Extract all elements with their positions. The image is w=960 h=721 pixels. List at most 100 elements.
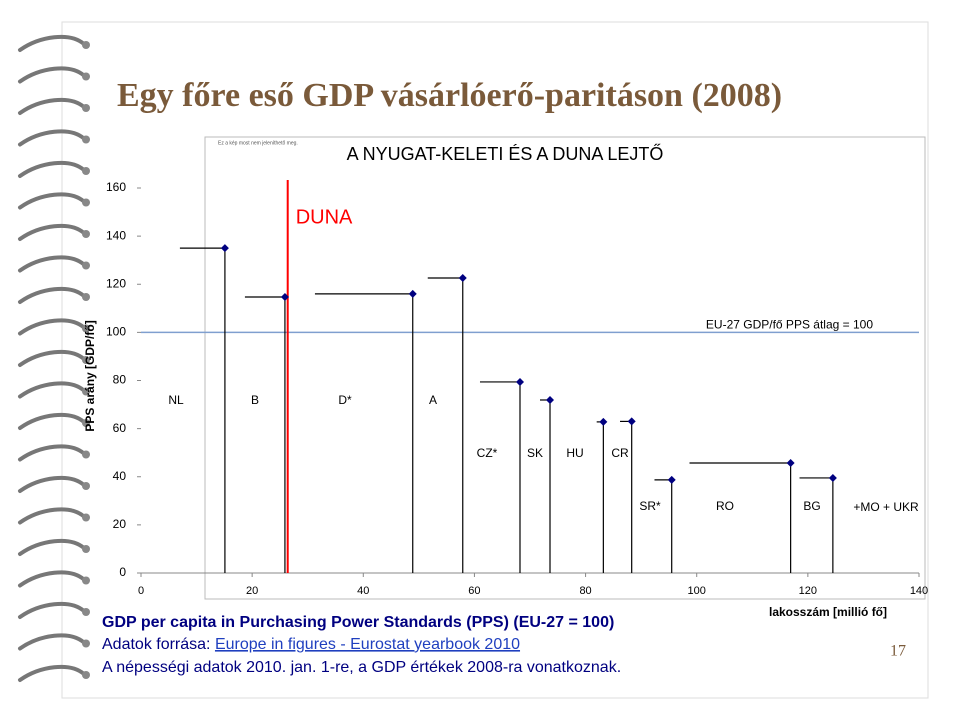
y-axis-label: PPS arány [GDP/fő]	[83, 320, 97, 431]
spiral-ring	[18, 97, 86, 115]
footer-line: Adatok forrása: Europe in figures - Euro…	[102, 636, 520, 653]
y-tick-label: 40	[113, 469, 127, 483]
spiral-ring	[18, 318, 86, 336]
spiral-ring	[18, 34, 86, 52]
chart-title: A NYUGAT-KELETI ÉS A DUNA LEJTŐ	[347, 143, 664, 164]
spiral-ring	[18, 412, 86, 430]
x-axis-label: lakosszám [millió fő]	[769, 605, 887, 619]
spiral-hole	[82, 608, 90, 616]
x-tick-label: 40	[357, 585, 369, 597]
y-tick-label: 0	[119, 565, 126, 579]
spiral-ring	[18, 129, 86, 147]
spiral-hole	[82, 324, 90, 333]
spiral-ring	[18, 286, 86, 304]
extra-label: +MO + UKR	[853, 500, 919, 514]
spiral-hole	[82, 545, 90, 553]
country-label: NL	[168, 393, 184, 407]
spiral-ring	[18, 633, 86, 651]
marker	[599, 417, 608, 426]
chart-frame	[204, 136, 926, 600]
spiral-hole	[82, 135, 90, 144]
country-label: HU	[566, 446, 583, 460]
spiral-hole	[82, 72, 90, 81]
country-label: CR	[611, 446, 629, 460]
spiral-hole	[82, 261, 90, 270]
spiral-ring	[18, 570, 86, 588]
x-tick-label: 60	[468, 585, 480, 597]
marker	[408, 289, 417, 298]
marker	[515, 377, 524, 386]
duna-label: DUNA	[296, 206, 353, 228]
country-label: RO	[716, 499, 734, 513]
spiral-ring	[18, 507, 86, 525]
y-tick-label: 60	[113, 421, 127, 435]
spiral-ring	[18, 66, 86, 84]
x-tick-label: 0	[138, 585, 144, 597]
marker	[220, 244, 229, 253]
spiral-hole	[82, 671, 90, 679]
spiral-hole	[82, 230, 90, 238]
spiral-ring	[18, 664, 86, 682]
spiral-hole	[82, 387, 90, 396]
x-tick-label: 100	[688, 585, 706, 597]
spiral-ring	[18, 223, 86, 241]
country-label: A	[429, 393, 437, 407]
spiral-hole	[82, 293, 90, 301]
spiral-ring	[18, 255, 86, 273]
y-tick-label: 80	[113, 373, 127, 387]
y-tick-label: 140	[106, 228, 126, 242]
image-note: Ez a kép most nem jeleníthető meg.	[218, 140, 298, 146]
spiral-hole	[82, 167, 90, 175]
y-tick-label: 100	[106, 325, 126, 339]
spiral-hole	[82, 419, 90, 427]
x-tick-label: 140	[910, 585, 928, 597]
slide-frame	[61, 21, 929, 699]
footer-line: GDP per capita in Purchasing Power Stand…	[102, 614, 614, 631]
slide-title: Egy főre eső GDP vásárlóerő-paritáson (2…	[117, 77, 782, 114]
spiral-hole	[82, 639, 90, 648]
spiral-ring	[18, 444, 86, 462]
country-label: D*	[338, 393, 352, 407]
spiral-ring	[18, 538, 86, 556]
y-tick-label: 120	[106, 276, 126, 290]
spiral-hole	[82, 356, 90, 364]
country-label: SK	[527, 446, 543, 460]
spiral-ring	[18, 160, 86, 178]
spiral-ring	[18, 475, 86, 493]
marker	[458, 273, 467, 282]
spiral-hole	[82, 482, 90, 490]
spiral-binding	[18, 34, 90, 682]
spiral-ring	[18, 381, 86, 399]
country-label: SR*	[639, 499, 661, 513]
x-tick-label: 120	[799, 585, 817, 597]
country-label: B	[251, 393, 259, 407]
reference-label: EU-27 GDP/fő PPS átlag = 100	[706, 318, 873, 332]
spiral-hole	[82, 198, 90, 207]
source-prefix: Adatok forrása:	[102, 636, 215, 653]
spiral-hole	[82, 41, 90, 49]
page-number: 17	[890, 643, 906, 660]
marker	[546, 395, 555, 404]
spiral-ring	[18, 601, 86, 619]
marker	[627, 417, 636, 426]
footer-line: A népességi adatok 2010. jan. 1-re, a GD…	[102, 659, 621, 676]
spiral-hole	[82, 104, 90, 112]
spiral-hole	[82, 450, 90, 459]
spiral-ring	[18, 192, 86, 210]
y-tick-label: 160	[106, 180, 126, 194]
y-tick-label: 20	[113, 517, 127, 531]
spiral-hole	[82, 513, 90, 522]
spiral-hole	[82, 576, 90, 585]
country-label: BG	[803, 499, 820, 513]
x-tick-label: 20	[246, 585, 258, 597]
country-label: CZ*	[477, 446, 498, 460]
marker	[828, 473, 837, 482]
spiral-ring	[18, 349, 86, 367]
marker	[280, 293, 289, 302]
marker	[667, 475, 676, 484]
marker	[786, 459, 795, 468]
x-tick-label: 80	[579, 585, 591, 597]
source-link[interactable]: Europe in figures - Eurostat yearbook 20…	[215, 636, 520, 653]
